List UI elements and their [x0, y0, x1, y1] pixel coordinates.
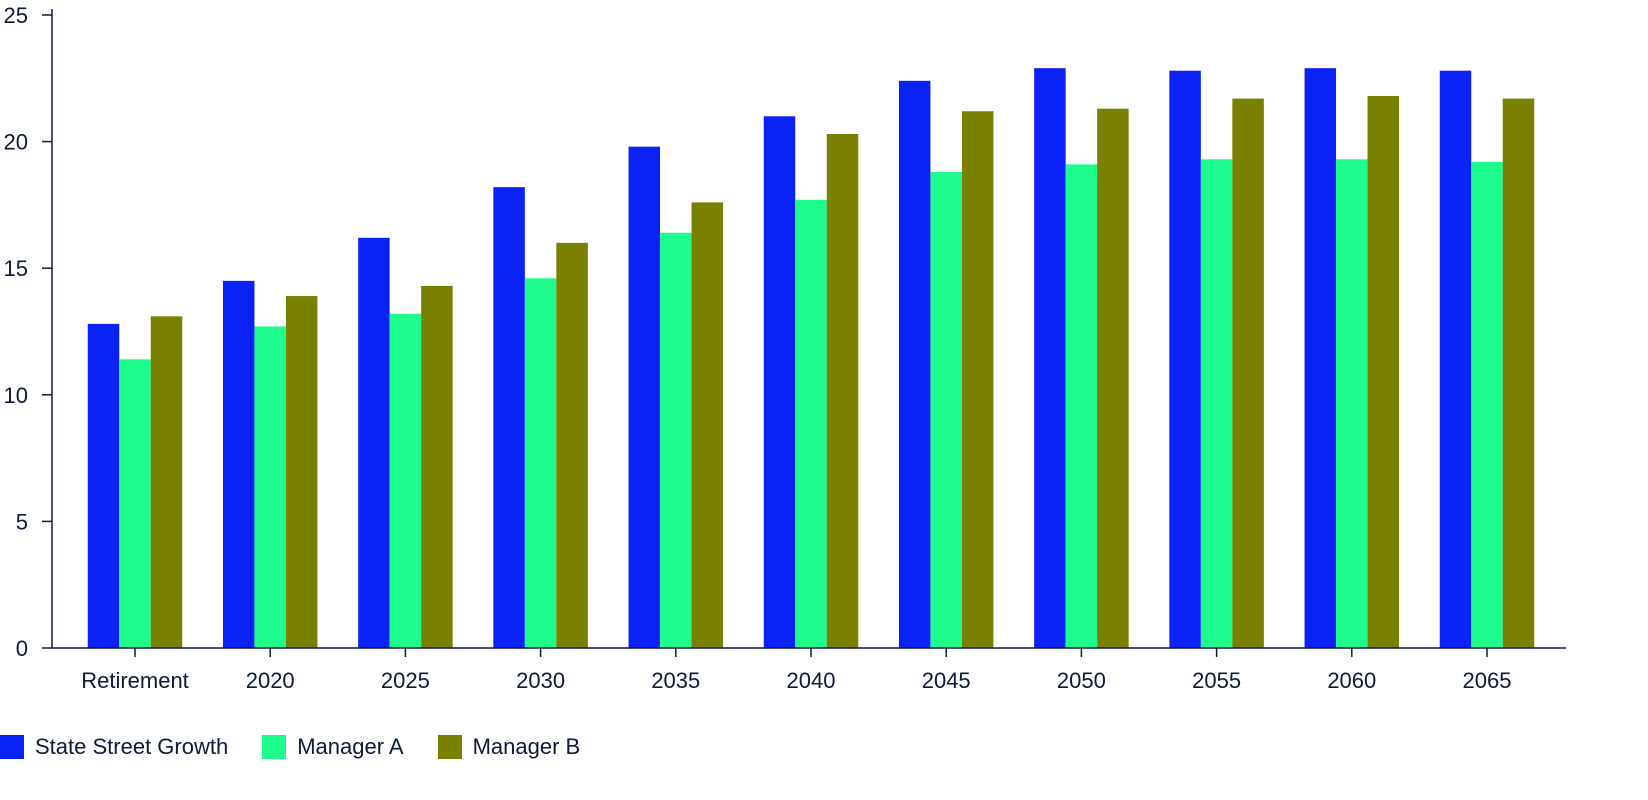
y-tick-label: 10 [4, 383, 28, 408]
bar-state-street-growth [222, 280, 255, 648]
legend-label-manager-a: Manager A [297, 734, 404, 759]
bar-manager-b [691, 202, 724, 648]
bar-state-street-growth [358, 237, 390, 648]
x-tick-label: Retirement [81, 668, 189, 693]
bar-manager-b [285, 296, 318, 648]
legend-label-manager-b: Manager B [472, 734, 581, 759]
x-axis: Retirement 2020 2025 2030 2035 2040 2045 2050 20… [52, 647, 1566, 693]
x-tick-label: 2065 [1463, 668, 1512, 693]
bar-state-street-growth [87, 323, 120, 648]
bar-manager-b [421, 285, 453, 648]
y-tick-label: 15 [4, 256, 28, 281]
bar-manager-a [1471, 161, 1503, 649]
legend-item-manager-a: Manager A [262, 734, 404, 760]
y-tick-label: 0 [16, 636, 28, 661]
bar-manager-a [795, 199, 827, 648]
bar-manager-a [930, 171, 962, 649]
x-tick-label: 2020 [246, 668, 295, 693]
legend: State Street Growth Manager A Manager B [0, 730, 580, 764]
bar-manager-b [556, 242, 588, 648]
bar-manager-a [1336, 159, 1368, 648]
legend-swatch-state-street-growth [0, 735, 24, 759]
bar-manager-b [1367, 96, 1400, 648]
bar-manager-b [961, 111, 994, 649]
bar-manager-b [826, 134, 859, 648]
bar-state-street-growth [898, 80, 931, 648]
bar-manager-b [1232, 98, 1264, 648]
bars [87, 68, 1535, 649]
bar-state-street-growth [1034, 68, 1066, 649]
bar-manager-b [1502, 98, 1535, 648]
x-tick-label: 2055 [1192, 668, 1241, 693]
x-tick-label: 2030 [516, 668, 565, 693]
y-tick-label: 5 [16, 509, 28, 534]
bar-state-street-growth [1439, 70, 1472, 648]
bar-manager-a [660, 232, 692, 648]
bar-manager-a [1200, 159, 1233, 648]
bar-manager-b [150, 316, 183, 648]
legend-item-manager-b: Manager B [437, 734, 581, 760]
bar-state-street-growth [763, 116, 796, 648]
bar-state-street-growth [493, 187, 525, 648]
y-tick-label: 20 [4, 130, 28, 155]
x-tick-label: 2060 [1327, 668, 1376, 693]
x-tick-label: 2050 [1057, 668, 1106, 693]
bar-manager-a [1065, 164, 1098, 648]
bar-state-street-growth [1304, 68, 1337, 649]
x-tick-label: 2025 [381, 668, 430, 693]
legend-label-state-street-growth: State Street Growth [35, 734, 229, 759]
x-tick-label: 2035 [651, 668, 700, 693]
bar-state-street-growth [1169, 70, 1201, 648]
bar-manager-a [254, 326, 286, 648]
bar-manager-a [119, 359, 151, 648]
legend-item-state-street-growth: State Street Growth [0, 734, 228, 760]
bar-manager-b [1097, 108, 1129, 649]
x-tick-label: 2040 [787, 668, 836, 693]
bar-manager-a [524, 278, 557, 648]
legend-swatch-manager-b [437, 735, 462, 759]
y-tick-label: 25 [4, 3, 28, 28]
legend-swatch-manager-a [262, 735, 287, 759]
x-tick-label: 2045 [922, 668, 971, 693]
bar-state-street-growth [628, 146, 661, 648]
bar-manager-a [389, 313, 422, 648]
y-axis: 0 5 10 15 20 25 [4, 3, 53, 661]
